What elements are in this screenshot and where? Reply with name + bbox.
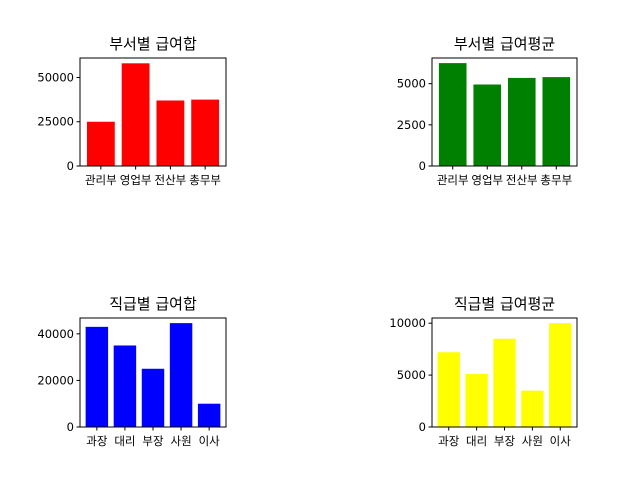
bar-관리부 (86, 121, 115, 166)
x-tick-label: 전산부 (506, 173, 538, 187)
chart-1: 0 2500 5000 관리부 영업부 전산부 총무부 부서별 급여평균 (397, 35, 578, 187)
x-tick-label: 이사 (550, 434, 572, 448)
bar-이사 (197, 403, 221, 427)
bar-전산부 (156, 100, 185, 166)
chart-3: 0 5000 10000 과장 대리 부장 사원 이사 직급별 급여평균 (389, 295, 578, 448)
x-tick-label: 부장 (142, 434, 164, 448)
x-tick-label: 과장 (438, 434, 460, 448)
bar-영업부 (121, 63, 150, 167)
bar-관리부 (438, 63, 467, 166)
bar-총무부 (542, 77, 571, 166)
y-tick-label: 25000 (37, 115, 74, 129)
bar-과장 (437, 352, 460, 427)
y-tick-label: 50000 (37, 70, 74, 84)
x-tick-label: 과장 (86, 434, 108, 448)
bar-부장 (493, 338, 516, 427)
x-tick-label: 관리부 (437, 173, 469, 187)
chart-title: 부서별 급여합 (109, 35, 197, 53)
bar-사원 (521, 390, 544, 427)
y-tick-label: 5000 (397, 368, 426, 382)
y-tick-label: 5000 (397, 77, 426, 91)
x-tick-label: 영업부 (120, 173, 152, 187)
y-tick-label: 20000 (37, 373, 74, 387)
bar-사원 (169, 323, 193, 427)
bar-대리 (465, 374, 488, 427)
bar-영업부 (473, 84, 502, 166)
bar-이사 (549, 323, 572, 427)
y-tick-label: 40000 (37, 327, 74, 341)
y-tick-label: 0 (67, 159, 74, 173)
x-tick-label: 이사 (199, 434, 221, 448)
x-tick-label: 관리부 (85, 173, 117, 187)
chart-title: 직급별 급여평균 (454, 295, 556, 313)
bar-대리 (113, 345, 137, 427)
x-tick-label: 대리 (466, 434, 487, 448)
bar-전산부 (507, 77, 536, 166)
axes-frame (431, 57, 578, 167)
axes-frame (79, 57, 227, 167)
x-tick-label: 사원 (170, 434, 191, 448)
y-tick-label: 10000 (389, 316, 426, 330)
bar-총무부 (191, 99, 220, 166)
chart-title: 직급별 급여합 (109, 295, 197, 313)
chart-2: 0 20000 40000 과장 대리 부장 사원 이사 직급별 급여합 (37, 295, 227, 448)
x-tick-label: 전산부 (155, 173, 187, 187)
y-tick-label: 0 (67, 420, 74, 434)
x-tick-label: 부장 (494, 434, 516, 448)
y-tick-label: 2500 (397, 118, 426, 132)
x-tick-label: 사원 (522, 434, 543, 448)
bar-과장 (85, 326, 109, 427)
y-tick-label: 0 (419, 159, 426, 173)
x-tick-label: 총무부 (189, 173, 221, 187)
chart-0: 0 25000 50000 관리부 영업부 전산부 총무부 부서별 급여합 (37, 35, 227, 187)
x-tick-label: 총무부 (540, 173, 572, 187)
bar-부장 (141, 368, 165, 427)
y-tick-label: 0 (419, 420, 426, 434)
chart-title: 부서별 급여평균 (454, 35, 556, 53)
x-tick-label: 영업부 (471, 173, 503, 187)
x-tick-label: 대리 (114, 434, 135, 448)
